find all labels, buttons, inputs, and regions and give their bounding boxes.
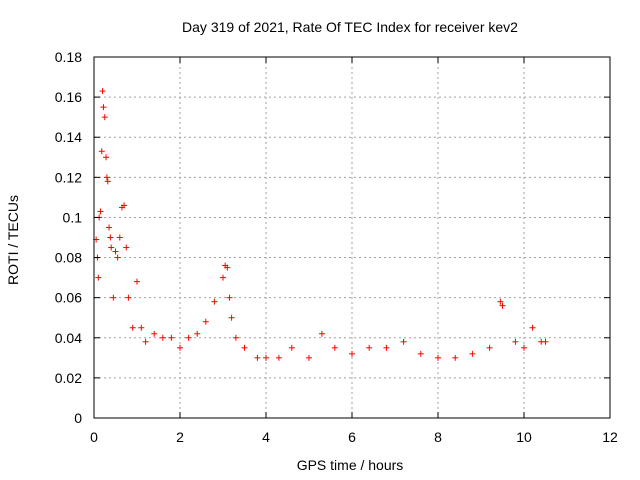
data-point [263, 354, 269, 361]
data-point [452, 354, 459, 361]
y-tick-label: 0.1 [63, 209, 83, 225]
data-point [224, 264, 231, 271]
data-point [521, 344, 527, 351]
data-point [512, 338, 519, 345]
y-tick-labels: 0 0.02 0.04 0.06 0.08 0.1 0.12 0.14 0.16 0.18 [55, 49, 82, 426]
x-tick-labels: 0 2 4 6 8 10 12 [90, 429, 618, 445]
axis-ticks [93, 56, 611, 419]
data-point [228, 314, 235, 321]
data-point [383, 344, 390, 351]
data-point [103, 174, 110, 181]
y-tick-label: 0 [74, 410, 82, 426]
data-point [99, 88, 106, 95]
x-tick-label: 4 [262, 429, 270, 445]
data-point [134, 278, 140, 285]
x-tick-label: 2 [176, 429, 184, 445]
y-tick-label: 0.16 [55, 89, 82, 105]
data-point [106, 224, 113, 231]
y-tick-label: 0.14 [55, 129, 82, 145]
data-point [232, 334, 239, 341]
y-axis-label: ROTI / TECUs [5, 195, 21, 285]
data-point [366, 344, 373, 351]
data-point [142, 338, 149, 345]
data-point [101, 114, 108, 121]
data-point [112, 248, 119, 255]
data-point [306, 354, 312, 361]
data-points [93, 88, 549, 361]
data-point [486, 344, 493, 351]
y-tick-label: 0.06 [55, 290, 82, 306]
x-axis-label: GPS time / hours [297, 457, 404, 473]
y-tick-label: 0.02 [55, 370, 82, 386]
x-tick-label: 10 [516, 429, 532, 445]
data-point [318, 330, 325, 337]
data-point [95, 274, 102, 281]
data-point [177, 344, 183, 351]
data-point [121, 202, 128, 209]
data-point [110, 294, 117, 301]
data-point [288, 344, 295, 351]
data-point [98, 148, 105, 155]
data-point [469, 350, 476, 357]
data-point [226, 294, 233, 301]
data-point [125, 294, 132, 301]
y-tick-label: 0.18 [55, 49, 82, 65]
data-point [103, 154, 110, 161]
y-tick-label: 0.04 [55, 330, 82, 346]
data-point [108, 244, 115, 251]
x-tick-label: 6 [348, 429, 356, 445]
x-tick-label: 12 [602, 429, 618, 445]
data-point [107, 234, 114, 241]
data-point [97, 208, 104, 215]
data-point [114, 254, 121, 261]
data-point [211, 298, 218, 305]
data-point [220, 274, 226, 281]
data-point [331, 344, 338, 351]
data-point [542, 338, 549, 345]
data-point [254, 354, 261, 361]
y-tick-label: 0.12 [55, 169, 82, 185]
data-point [185, 334, 192, 341]
data-point [529, 324, 536, 331]
data-point [116, 234, 123, 241]
data-point [349, 350, 355, 357]
data-point [129, 324, 136, 331]
data-point [123, 244, 130, 251]
chart-title: Day 319 of 2021, Rate Of TEC Index for r… [182, 19, 518, 35]
x-tick-label: 0 [90, 429, 98, 445]
data-point [194, 330, 201, 337]
data-point [138, 324, 145, 331]
data-point [275, 354, 282, 361]
data-point [100, 104, 107, 111]
data-point [499, 302, 506, 309]
data-point [168, 334, 175, 341]
data-point [202, 318, 209, 325]
y-tick-label: 0.08 [55, 250, 82, 266]
data-point [417, 350, 424, 357]
data-point [151, 330, 158, 337]
data-point [104, 178, 111, 185]
data-point [400, 338, 407, 345]
data-point [159, 334, 166, 341]
data-point [241, 344, 248, 351]
x-tick-label: 8 [434, 429, 442, 445]
data-point [435, 354, 441, 361]
data-point [497, 298, 504, 305]
grid [94, 57, 610, 418]
